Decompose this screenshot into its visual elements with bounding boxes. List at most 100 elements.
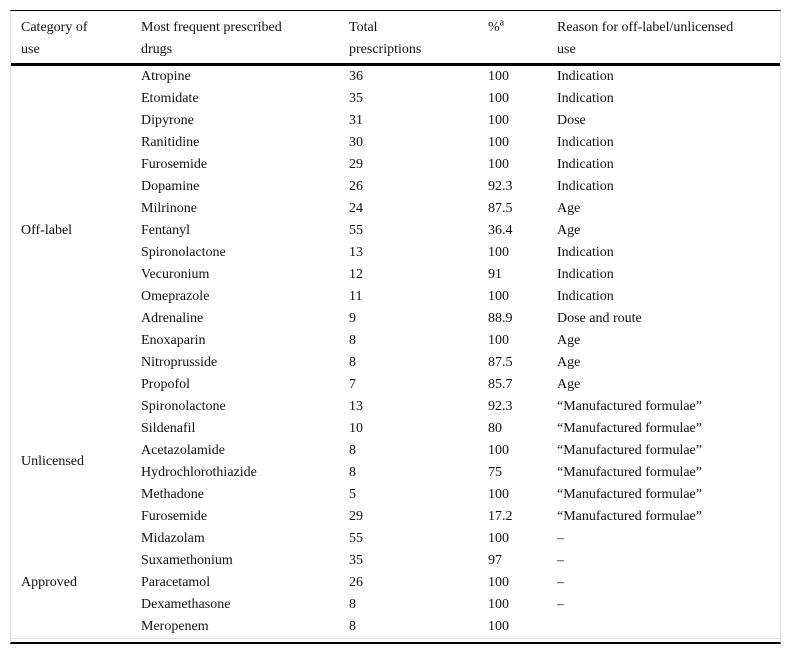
percent-footnote-marker: a: [499, 17, 505, 29]
drug-cell: Dipyrone: [141, 113, 194, 128]
reason-cell: “Manufactured formulae”: [557, 421, 702, 436]
category-cell: Approved: [21, 575, 77, 590]
reason-cell: –: [557, 553, 564, 568]
table-row: Dexamethasone 8 100 –: [11, 594, 780, 616]
drug-cell: Midazolam: [141, 531, 205, 546]
table-row: Paracetamol 26 100 –: [11, 572, 780, 594]
reason-cell: Age: [557, 355, 581, 370]
table-row: Nitroprusside 8 87.5 Age: [11, 352, 780, 374]
percent-cell: 100: [488, 91, 509, 106]
reason-cell: Indication: [557, 69, 614, 84]
total-cell: 36: [349, 69, 363, 84]
prescriptions-table: Category of use Most frequent prescribed…: [11, 11, 780, 639]
reason-cell: Indication: [557, 91, 614, 106]
table-row: Suxamethonium 35 97 –: [11, 550, 780, 572]
total-cell: 12: [349, 267, 363, 282]
drug-cell: Atropine: [141, 69, 191, 84]
total-cell: 55: [349, 531, 363, 546]
drug-cell: Milrinone: [141, 201, 197, 216]
percent-cell: 87.5: [488, 201, 513, 216]
percent-cell: 100: [488, 531, 509, 546]
drug-cell: Dopamine: [141, 179, 200, 194]
percent-cell: 92.3: [488, 399, 513, 414]
table-body: Off-label Atropine 36 100 Indication Etomidat…: [11, 65, 780, 639]
reason-cell: Indication: [557, 289, 614, 304]
table-row: Off-label Atropine 36 100 Indication: [11, 65, 780, 238]
total-cell: 30: [349, 135, 363, 150]
reason-cell: “Manufactured formulae”: [557, 399, 702, 414]
table-row: Furosemide 29 17.2 “Manufactured formulae”: [11, 506, 780, 528]
reason-cell: –: [557, 531, 564, 546]
header-category-of-use: Category of use: [11, 11, 141, 66]
reason-cell: “Manufactured formulae”: [557, 443, 702, 458]
percent-cell: 75: [488, 465, 502, 480]
header-total-line1: Total: [349, 20, 378, 35]
reason-cell: Indication: [557, 245, 614, 260]
total-cell: 24: [349, 201, 363, 216]
category-cell: Off-label: [21, 223, 73, 238]
total-cell: 9: [349, 311, 356, 326]
total-cell: 26: [349, 575, 363, 590]
total-cell: 5: [349, 487, 356, 502]
prescriptions-table-container: Category of use Most frequent prescribed…: [10, 10, 781, 644]
table-row: Approved Midazolam 55 100 –: [11, 528, 780, 590]
reason-cell: Indication: [557, 267, 614, 282]
reason-cell: Age: [557, 223, 581, 238]
table-row: Meropenem 8 100: [11, 616, 780, 639]
reason-cell: Indication: [557, 157, 614, 172]
percent-cell: 92.3: [488, 179, 513, 194]
total-cell: 55: [349, 223, 363, 238]
reason-cell: –: [557, 575, 564, 590]
reason-cell: “Manufactured formulae”: [557, 487, 702, 502]
percent-cell: 88.9: [488, 311, 513, 326]
percent-cell: 80: [488, 421, 502, 436]
drug-cell: Suxamethonium: [141, 553, 233, 568]
percent-cell: 91: [488, 267, 502, 282]
header-percent: %a: [488, 11, 557, 66]
table-row: Milrinone 24 87.5 Age: [11, 198, 780, 220]
table-row: Hydrochlorothiazide 8 75 “Manufactured form…: [11, 462, 780, 484]
reason-cell: Indication: [557, 135, 614, 150]
drug-cell: Enoxaparin: [141, 333, 206, 348]
table-row: Etomidate 35 100 Indication: [11, 88, 780, 110]
table-row: Omeprazole 11 100 Indication: [11, 286, 780, 308]
percent-cell: 100: [488, 113, 509, 128]
drug-cell: Hydrochlorothiazide: [141, 465, 257, 480]
percent-cell: 100: [488, 289, 509, 304]
table-row: Methadone 5 100 “Manufactured formulae”: [11, 484, 780, 506]
percent-cell: 100: [488, 69, 509, 84]
total-cell: 10: [349, 421, 363, 436]
reason-cell: Age: [557, 333, 581, 348]
drug-cell: Sildenafil: [141, 421, 196, 436]
total-cell: 29: [349, 509, 363, 524]
table-row: Dopamine 26 92.3 Indication: [11, 176, 780, 198]
total-cell: 13: [349, 399, 363, 414]
table-row: Acetazolamide 8 100 “Manufactured formulae”: [11, 440, 780, 462]
percent-cell: 97: [488, 553, 502, 568]
percent-cell: 100: [488, 487, 509, 502]
reason-cell: “Manufactured formulae”: [557, 465, 702, 480]
total-cell: 8: [349, 333, 356, 348]
total-cell: 8: [349, 355, 356, 370]
header-drugs-line1: Most frequent prescribed: [141, 20, 282, 35]
category-cell: Unlicensed: [21, 454, 84, 469]
header-reason: Reason for off-label/unlicensed use: [557, 11, 780, 66]
reason-cell: Age: [557, 377, 581, 392]
percent-cell: 100: [488, 245, 509, 260]
total-cell: 8: [349, 619, 356, 634]
drug-cell: Fentanyl: [141, 223, 190, 238]
percent-cell: 100: [488, 597, 509, 612]
header-reason-line1: Reason for off-label/unlicensed: [557, 20, 734, 35]
drug-cell: Omeprazole: [141, 289, 210, 304]
total-cell: 29: [349, 157, 363, 172]
header-total-prescriptions: Total prescriptions: [349, 11, 488, 66]
percent-symbol: %: [488, 20, 500, 35]
percent-cell: 85.7: [488, 377, 513, 392]
table-row: Unlicensed Spironolactone 13 92.3 “Manufactu…: [11, 396, 780, 469]
table-row: Vecuronium 12 91 Indication: [11, 264, 780, 286]
header-drugs-line2: drugs: [141, 42, 173, 57]
total-cell: 35: [349, 553, 363, 568]
total-cell: 31: [349, 113, 363, 128]
header-category-line2: use: [21, 42, 40, 57]
table-row: Enoxaparin 8 100 Age: [11, 330, 780, 352]
